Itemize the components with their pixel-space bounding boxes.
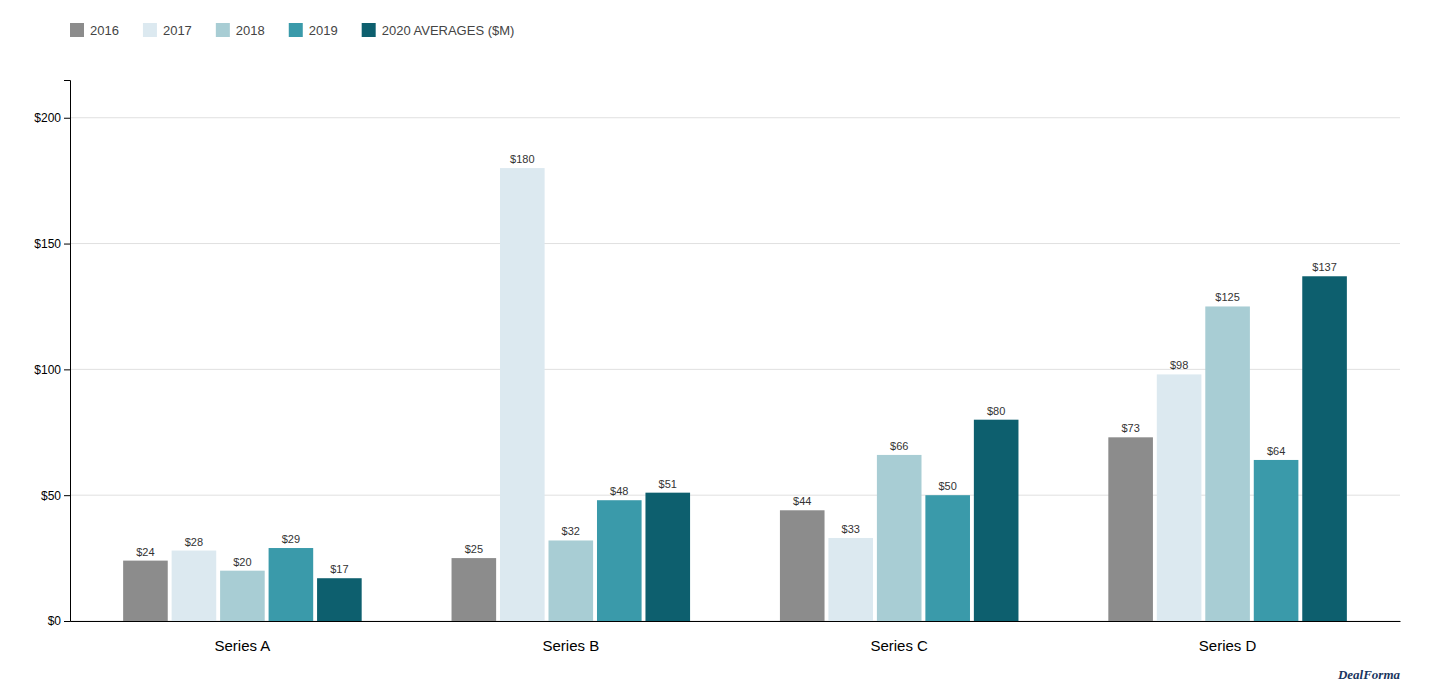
legend-label: 2017 [163,23,192,38]
bar [172,551,217,621]
bars [123,168,1347,621]
x-axis-line [71,621,1401,622]
grid [70,118,1400,621]
bar [220,571,265,621]
bar [452,558,497,621]
bar [1108,437,1153,621]
x-tick-label: Series B [542,637,599,654]
legend-swatch [289,23,303,37]
bar [500,168,545,621]
y-tick-label: $100 [34,363,61,377]
bar-series [269,460,1299,621]
bar-series [172,168,1202,621]
bar [123,561,168,621]
chart: $0$50$100$150$200Series ASeries BSeries … [0,0,1440,691]
data-label: $33 [842,523,860,535]
data-label: $24 [136,546,154,558]
y-tick-mark [64,495,70,496]
bar [1205,306,1250,621]
legend-item: 2020 AVERAGES ($M) [362,23,515,38]
bar [1302,276,1347,621]
data-label: $44 [793,495,811,507]
x-tick-label: Series A [214,637,270,654]
data-label: $64 [1267,445,1285,457]
grid-line [70,243,1400,244]
x-tick: Series D [1199,637,1257,654]
bar [1157,374,1202,621]
y-tick-mark [64,118,70,119]
legend-label: 2020 AVERAGES ($M) [382,23,515,38]
legend-swatch [70,23,84,37]
data-label: $50 [939,480,957,492]
bar [549,540,594,621]
data-label: $137 [1312,261,1336,273]
data-label: $66 [890,440,908,452]
y-tick-label: $200 [34,111,61,125]
legend-swatch [143,23,157,37]
data-label: $180 [510,153,534,165]
bar [317,578,362,621]
legend-label: 2018 [236,23,265,38]
bar [974,420,1019,621]
y-tick: $100 [34,363,70,377]
legend-item: 2017 [143,23,192,38]
grid-line [70,369,1400,370]
data-label: $48 [610,485,628,497]
data-label: $20 [233,556,251,568]
data-label: $125 [1215,291,1239,303]
data-labels: $24 $25 $44 $73 $28 $180 $33 $98 $20 $32 $66 $125 $2… [136,153,1337,575]
data-label: $73 [1121,422,1139,434]
data-label: $29 [282,533,300,545]
y-axis: $0 $50 $100 $150 $200 [34,81,70,629]
x-tick: Series B [542,637,599,654]
bar [1254,460,1299,621]
legend-item: 2018 [216,23,265,38]
x-tick-label: Series C [870,637,928,654]
y-tick: $0 [48,614,70,628]
legend-label: 2016 [90,23,119,38]
data-label: $80 [987,405,1005,417]
bar [269,548,314,621]
bar [925,495,970,621]
plot: $0$50$100$150$200Series ASeries BSeries … [34,81,1400,655]
legend-item: 2019 [289,23,338,38]
bar [597,500,642,621]
bar [877,455,922,621]
y-axis-line [64,81,71,622]
data-label: $51 [659,478,677,490]
data-label: $28 [185,536,203,548]
bar [828,538,873,621]
legend-item: 2016 [70,23,119,38]
bar-series [220,306,1250,621]
y-tick-label: $0 [48,614,62,628]
annotation: DealForma [1337,667,1401,682]
data-label: $25 [465,543,483,555]
y-tick-label: $50 [41,489,61,503]
data-label: $17 [330,563,348,575]
legend: 2016 2017 2018 2019 2020 AVERAGES ($M) [70,23,514,38]
x-axis: Series A Series B Series C Series D [71,622,1401,655]
y-tick-label: $150 [34,237,61,251]
bar-series [317,276,1347,621]
bar [645,493,690,621]
y-tick: $50 [41,489,70,503]
grid-line [70,117,1400,118]
y-tick: $200 [34,111,70,125]
y-tick-mark [64,369,70,370]
legend-swatch [216,23,230,37]
x-tick: Series A [214,637,270,654]
legend-swatch [362,23,376,37]
bar [780,510,825,621]
x-tick: Series C [870,637,928,654]
legend-label: 2019 [309,23,338,38]
y-tick-mark [64,621,70,622]
data-label: $32 [562,525,580,537]
data-label: $98 [1170,359,1188,371]
y-tick: $150 [34,237,70,251]
x-tick-label: Series D [1199,637,1257,654]
y-tick-mark [64,244,70,245]
